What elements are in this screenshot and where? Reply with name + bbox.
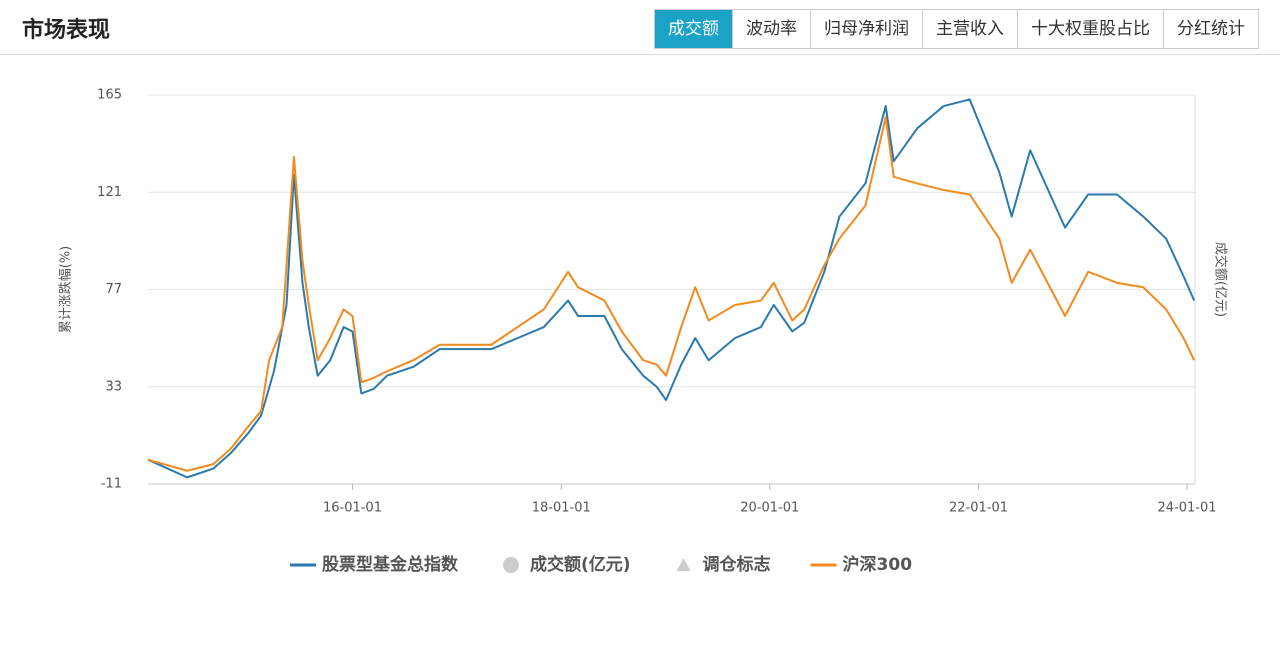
y-tick-label: -11	[101, 477, 122, 492]
header: 市场表现 成交额 波动率 归母净利润 主营收入 十大权重股占比 分红统计	[0, 0, 1280, 55]
y-tick-label: 121	[97, 185, 122, 200]
legend-label: 成交额(亿元)	[530, 554, 631, 575]
legend-marker	[503, 557, 519, 573]
y-tick-label: 165	[97, 88, 122, 103]
section-title: 市场表现	[22, 18, 111, 43]
tab[interactable]: 归母净利润	[810, 10, 922, 48]
y-axis-label: 累计涨跌幅(%)	[58, 246, 74, 334]
x-tick-label: 16-01-01	[323, 501, 382, 516]
x-tick-label: 22-01-01	[949, 501, 1008, 516]
legend-label: 调仓标志	[703, 554, 771, 575]
line-series	[147, 98, 1196, 479]
y-tick-label: 77	[105, 282, 122, 297]
y-tick-label: 33	[105, 379, 122, 394]
line-series	[147, 116, 1196, 472]
x-tick-label: 24-01-01	[1157, 501, 1216, 516]
legend-label: 股票型基金总指数	[322, 554, 459, 575]
y2-axis-label: 成交额(亿元)	[1213, 242, 1229, 317]
legend-label: 沪深300	[843, 554, 913, 575]
tab[interactable]: 波动率	[732, 10, 810, 48]
chart: -11 33 77 121 165 16-01-01 18-01-01 20-01-01 22-…	[58, 88, 1229, 576]
tab[interactable]: 成交额	[655, 10, 732, 48]
x-tick-label: 20-01-01	[740, 501, 799, 516]
tab[interactable]: 主营收入	[922, 10, 1017, 48]
tab-bar: 成交额 波动率 归母净利润 主营收入 十大权重股占比 分红统计	[654, 9, 1259, 49]
tab[interactable]: 分红统计	[1163, 10, 1258, 48]
legend-marker	[676, 558, 691, 571]
x-tick-label: 18-01-01	[532, 501, 591, 516]
tab[interactable]: 十大权重股占比	[1017, 10, 1163, 48]
